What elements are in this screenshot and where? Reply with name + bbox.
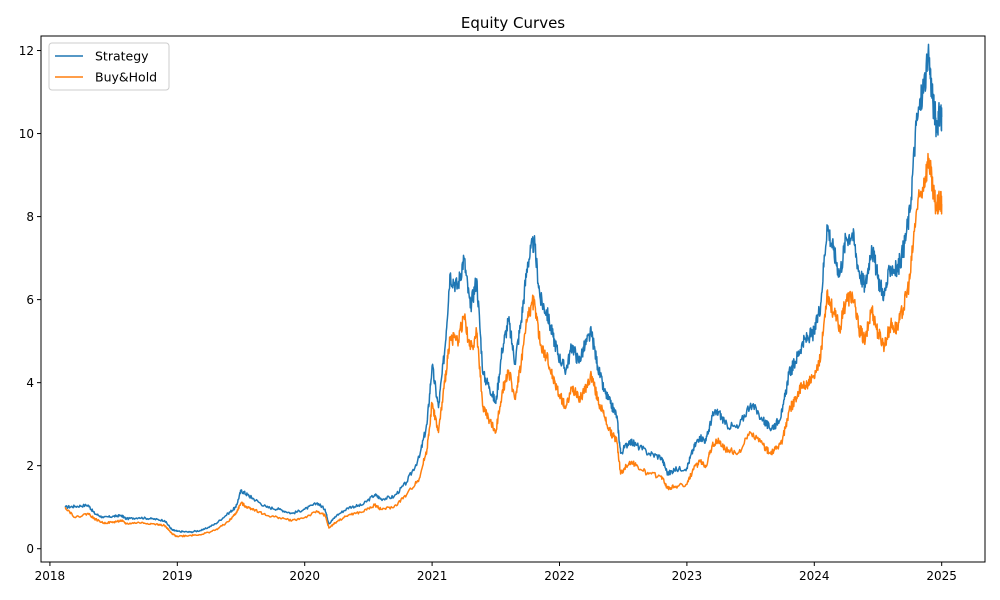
y-tick-label: 12 xyxy=(19,44,34,58)
y-axis: 0 2 4 6 8 10 12 xyxy=(19,44,41,556)
y-tick-label: 2 xyxy=(26,459,34,473)
x-tick-label: 2023 xyxy=(672,569,703,583)
y-tick-label: 8 xyxy=(26,210,34,224)
plot-frame xyxy=(40,35,986,563)
series-line-strategy xyxy=(64,43,943,534)
y-tick-label: 10 xyxy=(19,127,34,141)
x-tick-label: 2018 xyxy=(35,569,66,583)
x-tick-label: 2021 xyxy=(417,569,448,583)
legend: Strategy Buy&Hold xyxy=(48,42,170,91)
series-layer xyxy=(64,43,943,538)
x-tick-label: 2019 xyxy=(162,569,193,583)
x-tick-label: 2020 xyxy=(289,569,320,583)
x-tick-label: 2022 xyxy=(544,569,575,583)
y-tick-label: 0 xyxy=(26,542,34,556)
x-axis: 2018 2019 2020 2021 2022 2023 2024 2025 xyxy=(35,562,957,583)
series-line-buy-hold xyxy=(64,152,943,538)
x-tick-label: 2024 xyxy=(799,569,830,583)
chart-title: Equity Curves xyxy=(461,14,565,32)
y-tick-label: 6 xyxy=(26,293,34,307)
legend-label: Buy&Hold xyxy=(95,70,157,85)
x-tick-label: 2025 xyxy=(926,569,957,583)
y-tick-label: 4 xyxy=(26,376,34,390)
legend-box xyxy=(48,42,170,91)
legend-label: Strategy xyxy=(95,49,149,64)
